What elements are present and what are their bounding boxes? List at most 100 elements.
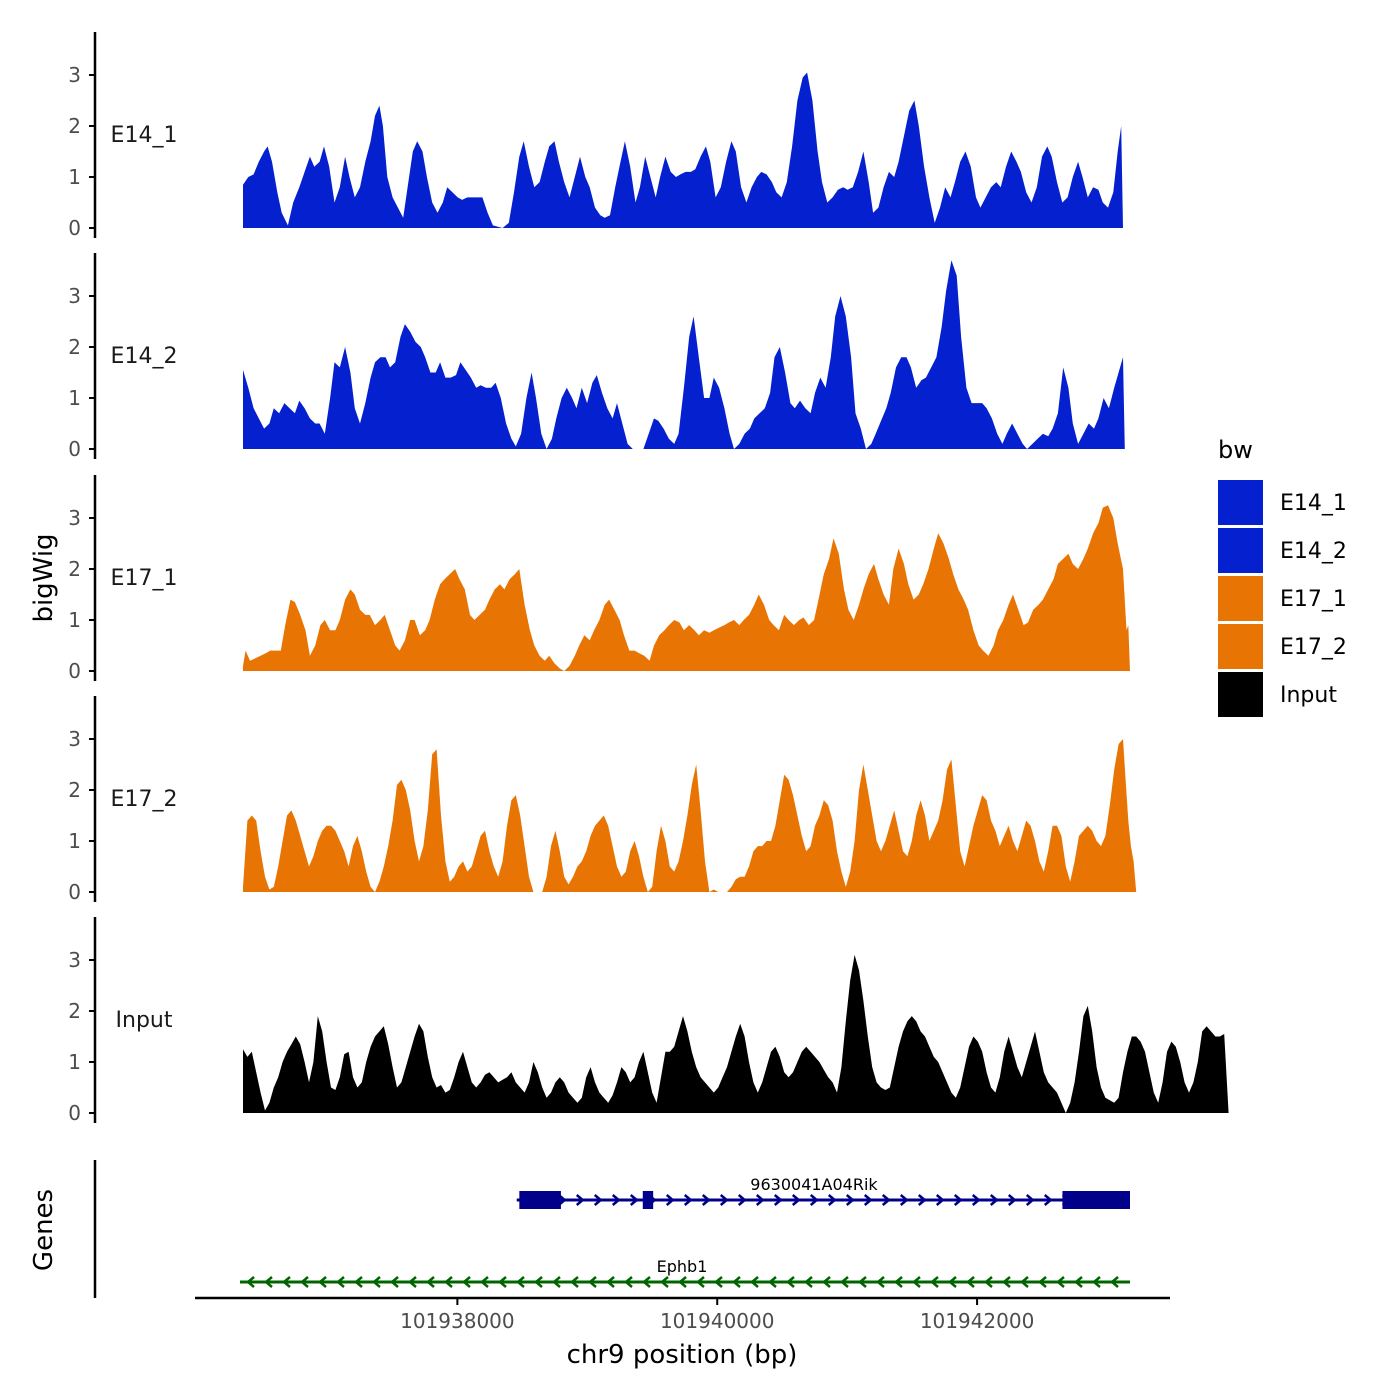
y-tick-label: 2 (68, 557, 81, 581)
strand-arrow (498, 1276, 507, 1288)
legend-title: bw (1218, 436, 1253, 464)
y-tick-label: 3 (68, 284, 81, 308)
strand-arrow (642, 1276, 651, 1288)
strand-arrow (1056, 1276, 1065, 1288)
strand-arrow (840, 1276, 849, 1288)
legend-label: E17_1 (1280, 587, 1347, 612)
strand-arrow (791, 1194, 801, 1206)
exon (519, 1191, 561, 1209)
strand-arrow (804, 1276, 813, 1288)
strand-arrow (480, 1276, 489, 1288)
gene-track: 9630041A04Rik Ephb1 (93, 1160, 1130, 1298)
x-axis-title: chr9 position (bp) (567, 1340, 798, 1370)
y-tick-label: 3 (68, 727, 81, 751)
strand-arrow (750, 1276, 759, 1288)
legend-item-Input: Input (1218, 672, 1337, 717)
exon (1062, 1191, 1130, 1209)
y-axis-title: bigWig (29, 533, 59, 622)
legend-swatch (1218, 672, 1263, 717)
strand-arrow (575, 1194, 585, 1206)
y-tick-label: 2 (68, 114, 81, 138)
y-tick-label: 1 (68, 829, 81, 853)
strand-arrow (660, 1276, 669, 1288)
signal-area-E17_2 (243, 739, 1137, 892)
signal-area-E14_1 (243, 72, 1123, 228)
y-tick-label: 0 (68, 216, 81, 240)
signal-area-Input (243, 954, 1229, 1113)
legend-item-E14_2: E14_2 (1218, 528, 1347, 573)
y-tick-label: 1 (68, 165, 81, 189)
strand-arrow (570, 1276, 579, 1288)
strand-arrow (390, 1276, 399, 1288)
track-E14_1: 0 1 2 3 E14_1 (68, 32, 1123, 240)
track-label-E14_2: E14_2 (111, 344, 178, 369)
y-tick-label: 2 (68, 999, 81, 1023)
gene-label: Ephb1 (657, 1257, 708, 1276)
strand-arrow (318, 1276, 327, 1288)
y-tick-label: 1 (68, 608, 81, 632)
strand-arrow (588, 1276, 597, 1288)
strand-arrow (894, 1276, 903, 1288)
strand-arrow (300, 1276, 309, 1288)
strand-arrow (629, 1194, 639, 1206)
strand-arrow (773, 1194, 783, 1206)
strand-arrow (282, 1276, 291, 1288)
track-label-E17_2: E17_2 (111, 787, 178, 812)
y-tick-label: 0 (68, 437, 81, 461)
strand-arrow (1007, 1194, 1017, 1206)
strand-arrow (714, 1276, 723, 1288)
strand-arrow (935, 1194, 945, 1206)
track-label-E14_1: E14_1 (111, 123, 178, 148)
track-label-E17_1: E17_1 (111, 566, 178, 591)
x-tick-label: 101940000 (660, 1309, 775, 1333)
strand-arrow (683, 1194, 693, 1206)
strand-arrow (827, 1194, 837, 1206)
strand-arrow (984, 1276, 993, 1288)
strand-arrow (786, 1276, 795, 1288)
strand-arrow (948, 1276, 957, 1288)
x-axis: 101938000 101940000 101942000 (195, 1296, 1170, 1333)
track-E17_2: 0 1 2 3 E17_2 (68, 696, 1137, 904)
track-label-Input: Input (116, 1008, 173, 1033)
strand-arrow (1002, 1276, 1011, 1288)
strand-arrow (809, 1194, 819, 1206)
y-tick-label: 3 (68, 63, 81, 87)
strand-arrow (822, 1276, 831, 1288)
gene-9630041A04Rik: 9630041A04Rik (516, 1175, 1130, 1209)
strand-arrow (1092, 1276, 1101, 1288)
signal-tracks: 0 1 2 3 E14_1 0 1 2 3 E14_2 0 1 2 3 E17_1 0 1 2 3 E17_2 0 1 2 3… (68, 32, 1229, 1125)
strand-arrow (1110, 1276, 1119, 1288)
strand-arrow (732, 1276, 741, 1288)
strand-arrow (858, 1276, 867, 1288)
strand-arrow (665, 1194, 675, 1206)
legend-swatch (1218, 528, 1263, 573)
gene-label: 9630041A04Rik (750, 1175, 878, 1194)
gene-Ephb1: Ephb1 (240, 1257, 1130, 1288)
strand-arrow (534, 1276, 543, 1288)
strand-arrow (863, 1194, 873, 1206)
strand-arrow (971, 1194, 981, 1206)
legend-label: E17_2 (1280, 635, 1347, 660)
strand-arrow (1020, 1276, 1029, 1288)
x-tick-label: 101938000 (400, 1309, 515, 1333)
y-tick-label: 0 (68, 659, 81, 683)
y-tick-label: 0 (68, 1101, 81, 1125)
strand-arrow (737, 1194, 747, 1206)
x-tick-label: 101942000 (920, 1309, 1035, 1333)
strand-arrow (624, 1276, 633, 1288)
y-tick-label: 2 (68, 335, 81, 359)
legend-item-E17_1: E17_1 (1218, 576, 1347, 621)
strand-arrow (516, 1276, 525, 1288)
exon (642, 1191, 654, 1209)
strand-arrow (899, 1194, 909, 1206)
strand-arrow (845, 1194, 855, 1206)
strand-arrow (246, 1276, 255, 1288)
legend-swatch (1218, 480, 1263, 525)
strand-arrow (408, 1276, 417, 1288)
strand-arrow (755, 1194, 765, 1206)
strand-arrow (1043, 1194, 1053, 1206)
strand-arrow (989, 1194, 999, 1206)
strand-arrow (768, 1276, 777, 1288)
strand-arrow (719, 1194, 729, 1206)
